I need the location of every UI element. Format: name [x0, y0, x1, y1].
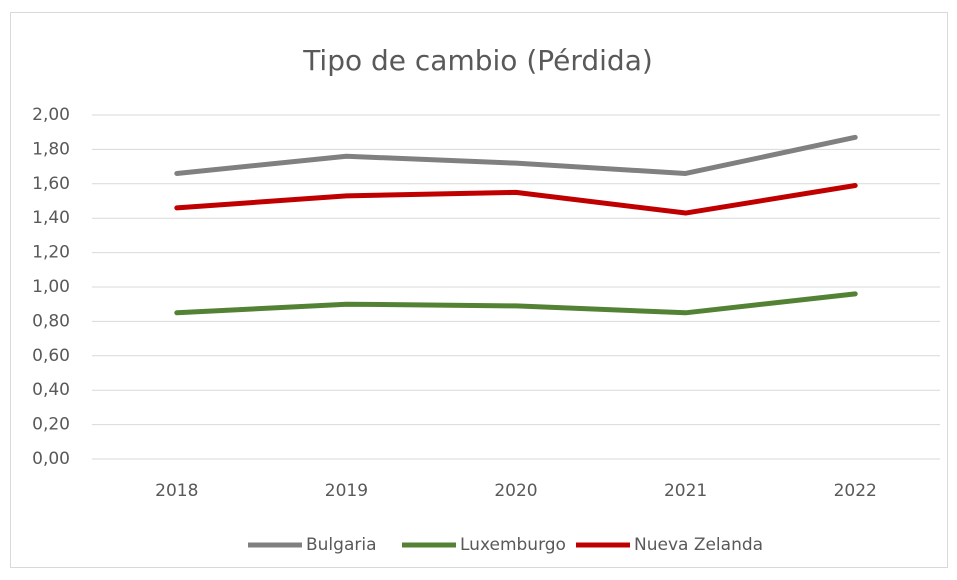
- y-tick-label: 0,80: [32, 311, 70, 331]
- y-tick-label: 2,00: [32, 105, 70, 125]
- x-tick-label: 2018: [155, 481, 198, 501]
- legend-label: Bulgaria: [306, 535, 377, 555]
- legend-label: Luxemburgo: [460, 535, 566, 555]
- x-tick-label: 2019: [325, 481, 368, 501]
- series-line: [174, 183, 858, 216]
- y-tick-label: 1,40: [32, 208, 70, 228]
- y-tick-label: 1,80: [32, 139, 70, 159]
- legend-label: Nueva Zelanda: [634, 535, 763, 555]
- series-line: [174, 291, 858, 316]
- series-line: [174, 134, 858, 176]
- y-tick-label: 0,60: [32, 346, 70, 366]
- x-tick-label: 2020: [494, 481, 537, 501]
- y-tick-label: 1,20: [32, 243, 70, 263]
- y-tick-label: 1,00: [32, 277, 70, 297]
- x-tick-label: 2022: [834, 481, 877, 501]
- y-tick-label: 1,60: [32, 174, 70, 194]
- y-tick-label: 0,40: [32, 380, 70, 400]
- chart-title: Tipo de cambio (Pérdida): [302, 44, 653, 77]
- y-tick-label: 0,20: [32, 415, 70, 435]
- x-tick-label: 2021: [664, 481, 707, 501]
- chart-frame: [10, 12, 948, 568]
- y-tick-label: 0,00: [32, 449, 70, 469]
